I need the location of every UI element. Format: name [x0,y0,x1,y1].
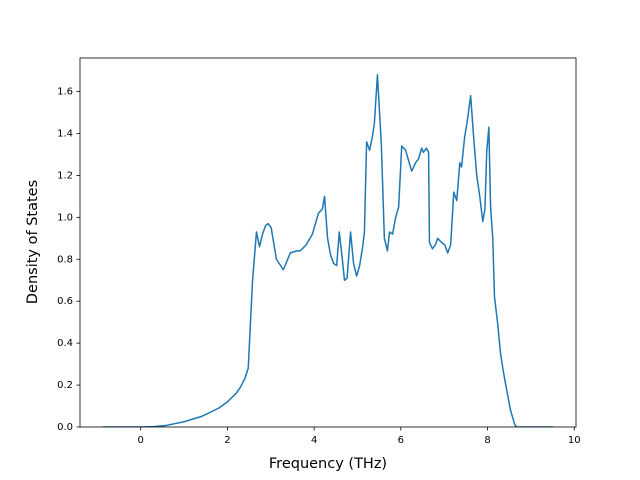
y-tick-label: 1.2 [57,170,73,181]
x-tick-label: 8 [484,435,490,446]
x-axis-label: Frequency (THz) [269,456,387,472]
y-axis-label: Density of States [25,180,41,304]
y-tick-label: 1.4 [57,128,73,139]
x-tick-label: 4 [311,435,317,446]
line-series [102,74,554,427]
y-tick-label: 0.4 [57,338,73,349]
x-tick-label: 2 [224,435,230,446]
y-tick-label: 0.8 [57,254,73,265]
x-tick-label: 10 [568,435,581,446]
y-tick-label: 1.0 [57,212,73,223]
y-tick-label: 0.6 [57,296,73,307]
x-tick-label: 6 [398,435,404,446]
y-tick-label: 0.2 [57,380,73,391]
x-tick-label: 0 [138,435,144,446]
plot-frame [79,57,577,428]
y-tick-label: 1.6 [57,87,73,98]
y-tick-label: 0.0 [57,422,73,433]
